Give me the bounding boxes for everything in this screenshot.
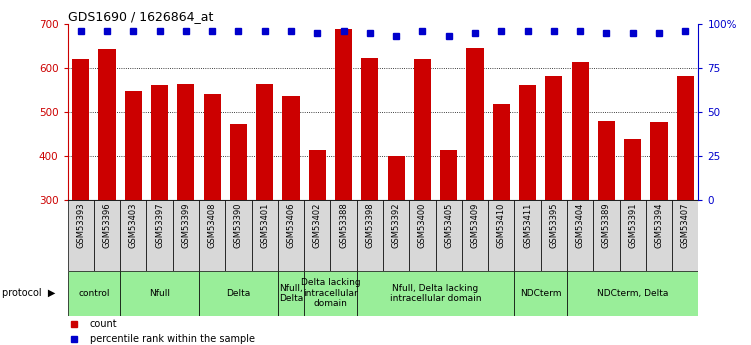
Text: control: control <box>78 289 110 298</box>
Text: NDCterm: NDCterm <box>520 289 562 298</box>
FancyBboxPatch shape <box>173 200 199 271</box>
Text: GSM53389: GSM53389 <box>602 202 611 248</box>
FancyBboxPatch shape <box>278 271 304 316</box>
Bar <box>151 85 168 200</box>
FancyBboxPatch shape <box>567 200 593 271</box>
FancyBboxPatch shape <box>462 200 488 271</box>
Bar <box>72 59 89 200</box>
Bar <box>98 49 116 200</box>
Bar <box>466 48 484 200</box>
Bar <box>125 91 142 200</box>
Text: GSM53401: GSM53401 <box>261 202 269 248</box>
FancyBboxPatch shape <box>567 271 698 316</box>
FancyBboxPatch shape <box>383 200 409 271</box>
FancyBboxPatch shape <box>330 200 357 271</box>
FancyBboxPatch shape <box>593 200 620 271</box>
FancyBboxPatch shape <box>252 200 278 271</box>
FancyBboxPatch shape <box>146 200 173 271</box>
Text: percentile rank within the sample: percentile rank within the sample <box>89 334 255 344</box>
FancyBboxPatch shape <box>94 200 120 271</box>
Text: GSM53399: GSM53399 <box>182 202 190 248</box>
FancyBboxPatch shape <box>304 271 357 316</box>
Text: GDS1690 / 1626864_at: GDS1690 / 1626864_at <box>68 10 213 23</box>
Bar <box>493 104 510 200</box>
Bar <box>335 29 352 200</box>
Bar <box>388 156 405 200</box>
FancyBboxPatch shape <box>304 200 330 271</box>
Bar <box>519 85 536 200</box>
Text: Nfull, Delta lacking
intracellular domain: Nfull, Delta lacking intracellular domai… <box>390 284 481 303</box>
FancyBboxPatch shape <box>68 271 120 316</box>
Bar <box>572 61 589 200</box>
Text: GSM53398: GSM53398 <box>366 202 374 248</box>
FancyBboxPatch shape <box>409 200 436 271</box>
FancyBboxPatch shape <box>199 200 225 271</box>
Text: GSM53391: GSM53391 <box>629 202 637 248</box>
Bar <box>650 122 668 200</box>
FancyBboxPatch shape <box>672 200 698 271</box>
Text: GSM53390: GSM53390 <box>234 202 243 248</box>
Bar <box>440 149 457 200</box>
FancyBboxPatch shape <box>278 200 304 271</box>
Text: GSM53392: GSM53392 <box>392 202 400 248</box>
Text: GSM53403: GSM53403 <box>129 202 137 248</box>
FancyBboxPatch shape <box>120 200 146 271</box>
Bar <box>677 77 694 200</box>
Text: GSM53404: GSM53404 <box>576 202 584 248</box>
Bar <box>177 84 195 200</box>
FancyBboxPatch shape <box>646 200 672 271</box>
Bar <box>414 59 431 200</box>
Text: GSM53402: GSM53402 <box>313 202 321 248</box>
FancyBboxPatch shape <box>620 200 646 271</box>
FancyBboxPatch shape <box>436 200 462 271</box>
FancyBboxPatch shape <box>120 271 199 316</box>
Text: GSM53396: GSM53396 <box>103 202 111 248</box>
Bar <box>309 150 326 200</box>
Text: GSM53397: GSM53397 <box>155 202 164 248</box>
Bar <box>361 58 379 200</box>
Text: GSM53408: GSM53408 <box>208 202 216 248</box>
Text: GSM53409: GSM53409 <box>471 202 479 248</box>
Text: GSM53407: GSM53407 <box>681 202 689 248</box>
FancyBboxPatch shape <box>199 271 278 316</box>
Bar <box>230 125 247 200</box>
Text: GSM53388: GSM53388 <box>339 202 348 248</box>
Bar <box>624 139 641 200</box>
Text: count: count <box>89 319 117 329</box>
Text: Delta: Delta <box>226 289 251 298</box>
Text: GSM53395: GSM53395 <box>550 202 558 248</box>
Text: GSM53406: GSM53406 <box>287 202 295 248</box>
FancyBboxPatch shape <box>68 200 94 271</box>
Text: GSM53400: GSM53400 <box>418 202 427 248</box>
Text: NDCterm, Delta: NDCterm, Delta <box>597 289 668 298</box>
FancyBboxPatch shape <box>541 200 567 271</box>
Text: GSM53410: GSM53410 <box>497 202 505 248</box>
Bar <box>282 96 300 200</box>
Bar <box>545 76 562 200</box>
Text: GSM53405: GSM53405 <box>445 202 453 248</box>
FancyBboxPatch shape <box>357 271 514 316</box>
FancyBboxPatch shape <box>225 200 252 271</box>
FancyBboxPatch shape <box>357 200 383 271</box>
Text: GSM53411: GSM53411 <box>523 202 532 248</box>
Text: Nfull,
Delta: Nfull, Delta <box>279 284 303 303</box>
FancyBboxPatch shape <box>514 271 567 316</box>
Text: GSM53393: GSM53393 <box>77 202 85 248</box>
Text: Delta lacking
intracellular
domain: Delta lacking intracellular domain <box>300 278 360 308</box>
Bar <box>598 121 615 200</box>
Text: protocol  ▶: protocol ▶ <box>2 288 55 298</box>
Text: Nfull: Nfull <box>149 289 170 298</box>
FancyBboxPatch shape <box>514 200 541 271</box>
Bar <box>256 85 273 200</box>
Text: GSM53394: GSM53394 <box>655 202 663 248</box>
FancyBboxPatch shape <box>488 200 514 271</box>
Bar <box>204 94 221 200</box>
